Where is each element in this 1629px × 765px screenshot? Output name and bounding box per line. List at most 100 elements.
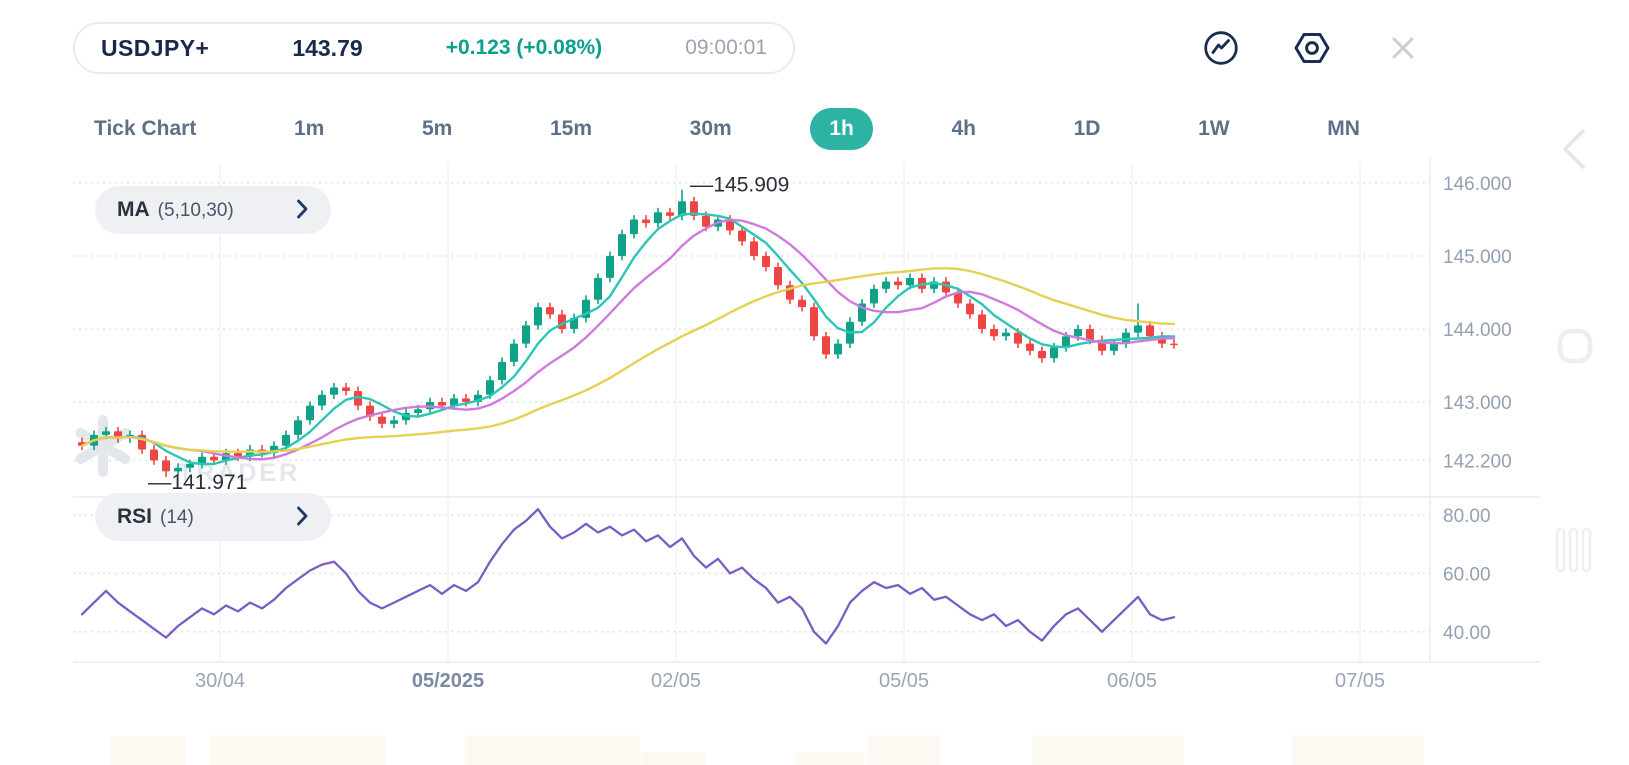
candle-down: [954, 292, 962, 304]
line-chart-icon: [1202, 29, 1240, 70]
timeframe-tabs: Tick Chart 1m 5m 15m 30m 1h 4h 1D 1W MN: [75, 105, 1379, 153]
ma-indicator-button[interactable]: MA (5,10,30): [95, 186, 331, 234]
quote-time: 09:00:01: [685, 36, 767, 59]
candle-up: [306, 405, 314, 421]
candle-up: [486, 380, 494, 395]
x-axis-label: 02/05: [651, 670, 701, 692]
collapse-sidebar-button[interactable]: [1552, 128, 1596, 172]
rsi-axis-label: 60.00: [1443, 564, 1491, 585]
faded-bottom-element: [465, 735, 640, 765]
rsi-axis-label: 40.00: [1443, 623, 1491, 644]
candle-up: [198, 456, 206, 465]
faded-bottom-element: [641, 752, 705, 765]
close-icon: [1385, 30, 1421, 69]
candle-up: [330, 387, 338, 395]
candle-up: [1074, 329, 1082, 337]
panels-button[interactable]: [1550, 526, 1598, 576]
candle-up: [102, 431, 110, 435]
candle-up: [318, 394, 326, 406]
candle-down: [354, 391, 362, 406]
chart-style-button[interactable]: [1554, 326, 1596, 368]
faded-bottom-element: [868, 735, 940, 765]
candle-down: [1014, 332, 1022, 344]
rsi-indicator-button[interactable]: RSI (14): [95, 493, 331, 541]
candle-up: [174, 467, 182, 472]
candle-down: [810, 307, 818, 337]
tab-tick[interactable]: Tick Chart: [75, 108, 215, 150]
tab-30m[interactable]: 30m: [671, 108, 751, 150]
faded-bottom-element: [1292, 735, 1424, 765]
rsi-indicator-name: RSI: [117, 505, 153, 528]
chart-type-button[interactable]: [1199, 27, 1243, 71]
candle-up: [450, 398, 458, 406]
chevron-left-icon: [1561, 127, 1587, 174]
annotations-layer: ––145.909 ––141.971: [148, 174, 789, 494]
watermark: TRADER: [75, 415, 297, 487]
chevron-right-icon: [296, 198, 309, 223]
rsi-line: [80, 508, 1176, 645]
candle-up: [594, 277, 602, 300]
candle-down: [234, 453, 242, 457]
candle-down: [546, 307, 554, 315]
y-axis-label: 143.000: [1443, 393, 1512, 414]
candle-up: [1134, 325, 1142, 333]
price-change: +0.123 (+0.08%): [445, 36, 603, 59]
candle-down: [762, 256, 770, 267]
rsi-indicator-params: (14): [160, 507, 194, 528]
candle-up: [534, 307, 542, 326]
x-axis-label: 05/2025: [412, 670, 484, 692]
tab-1d[interactable]: 1D: [1055, 108, 1120, 150]
candle-up: [882, 281, 890, 289]
tab-mn[interactable]: MN: [1308, 108, 1379, 150]
candle-down: [666, 212, 674, 216]
ma-line-5: [80, 212, 1176, 466]
candle-up: [1002, 332, 1010, 337]
candle-down: [378, 416, 386, 424]
quote-header[interactable]: USDJPY+ 143.79 +0.123 (+0.08%) 09:00:01: [73, 22, 795, 74]
candle-up: [630, 219, 638, 235]
tab-1h[interactable]: 1h: [810, 108, 873, 150]
y-axis-label: 146.000: [1443, 174, 1512, 195]
gear-icon: [1293, 31, 1331, 68]
candle-up: [186, 464, 194, 468]
candle-down: [894, 281, 902, 286]
vertical-bars-icon: [1552, 525, 1596, 578]
ma-line-10: [80, 218, 1176, 461]
tab-5m[interactable]: 5m: [403, 108, 471, 150]
candle-up: [522, 325, 530, 344]
tab-4h[interactable]: 4h: [932, 108, 995, 150]
candle-up: [1062, 336, 1070, 348]
candle-up: [678, 201, 686, 216]
candle-down: [990, 329, 998, 337]
candle-down: [1038, 350, 1046, 359]
ma-indicator-params: (5,10,30): [157, 200, 234, 221]
candle-up: [414, 409, 422, 413]
close-button[interactable]: [1381, 27, 1425, 71]
candle-down: [750, 241, 758, 256]
tab-1w[interactable]: 1W: [1179, 108, 1249, 150]
y-axis-label: 144.000: [1443, 320, 1512, 341]
faded-bottom-element: [795, 752, 865, 765]
low-price-annotation: ––141.971: [148, 471, 247, 494]
candle-down: [342, 387, 350, 392]
settings-button[interactable]: [1290, 27, 1334, 71]
candle-down: [162, 460, 170, 472]
candle-up: [1050, 347, 1058, 359]
candle-up: [606, 256, 614, 278]
x-axis-label: 05/05: [879, 670, 929, 692]
candle-down: [822, 336, 830, 355]
ma-line-30: [80, 267, 1176, 453]
candle-up: [498, 361, 506, 381]
tab-15m[interactable]: 15m: [531, 108, 611, 150]
candle-down: [642, 219, 650, 224]
tab-1m[interactable]: 1m: [275, 108, 343, 150]
candle-down: [1086, 329, 1094, 340]
candle-up: [390, 420, 398, 424]
candle-down: [702, 215, 710, 227]
candle-down: [1026, 343, 1034, 351]
faded-bottom-element: [1032, 735, 1184, 765]
candle-down: [690, 201, 698, 216]
candle-down: [738, 230, 746, 242]
faded-bottom-element: [110, 737, 186, 765]
